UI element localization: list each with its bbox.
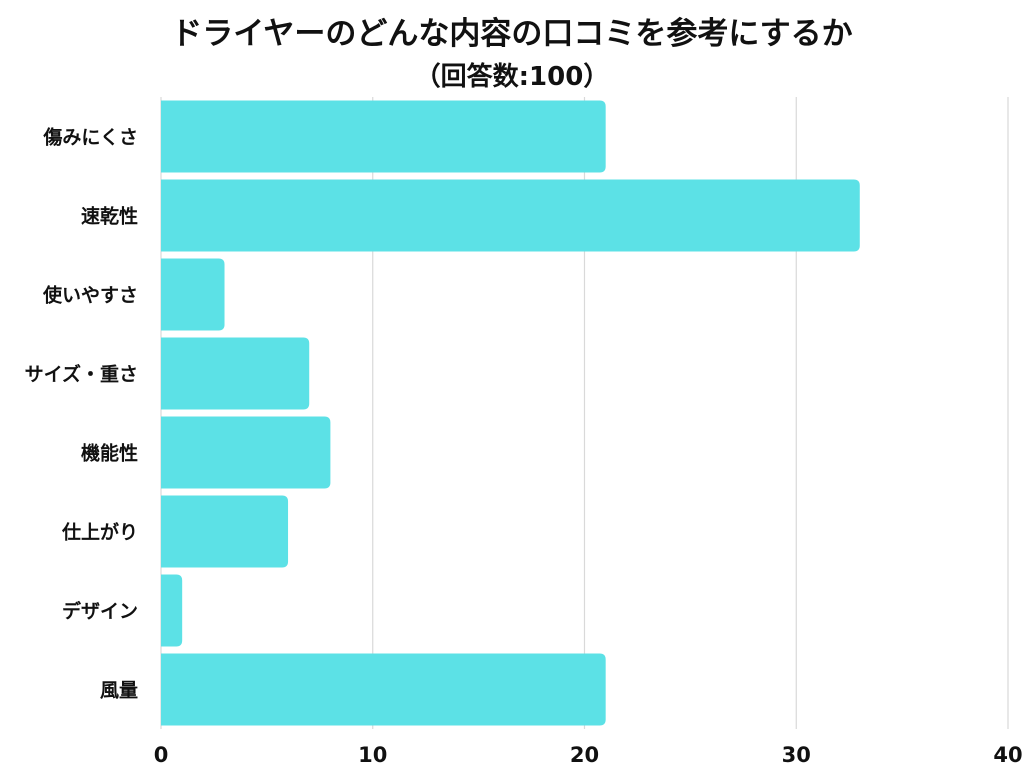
bar-0	[161, 100, 606, 173]
category-label: 仕上がり	[61, 521, 138, 544]
bar-5	[161, 495, 289, 568]
category-label: 使いやすさ	[42, 285, 138, 307]
category-label: 傷みにくさ	[42, 126, 138, 149]
x-tick-label: 20	[570, 743, 599, 767]
x-axis-ticks: 0 10 20 30 40	[154, 743, 1023, 767]
x-tick-label: 10	[358, 743, 387, 767]
category-label: サイズ・重さ	[25, 363, 138, 386]
bar-7	[161, 653, 606, 726]
bar-2	[161, 258, 225, 331]
bars	[161, 100, 860, 726]
category-label: 風量	[100, 680, 138, 702]
bar-1	[161, 179, 860, 252]
x-tick-label: 0	[154, 743, 169, 767]
bar-6	[161, 574, 183, 647]
chart-subtitle: （回答数:100）	[414, 62, 610, 92]
bar-3	[161, 337, 310, 410]
category-label: 速乾性	[81, 205, 138, 228]
bar-4	[161, 416, 331, 489]
category-label: デザイン	[62, 600, 138, 623]
x-tick-label: 30	[782, 743, 811, 767]
x-tick-label: 40	[993, 743, 1022, 767]
category-label: 機能性	[81, 442, 138, 465]
chart-title: ドライヤーのどんな内容の口コミを参考にするか	[171, 16, 853, 52]
